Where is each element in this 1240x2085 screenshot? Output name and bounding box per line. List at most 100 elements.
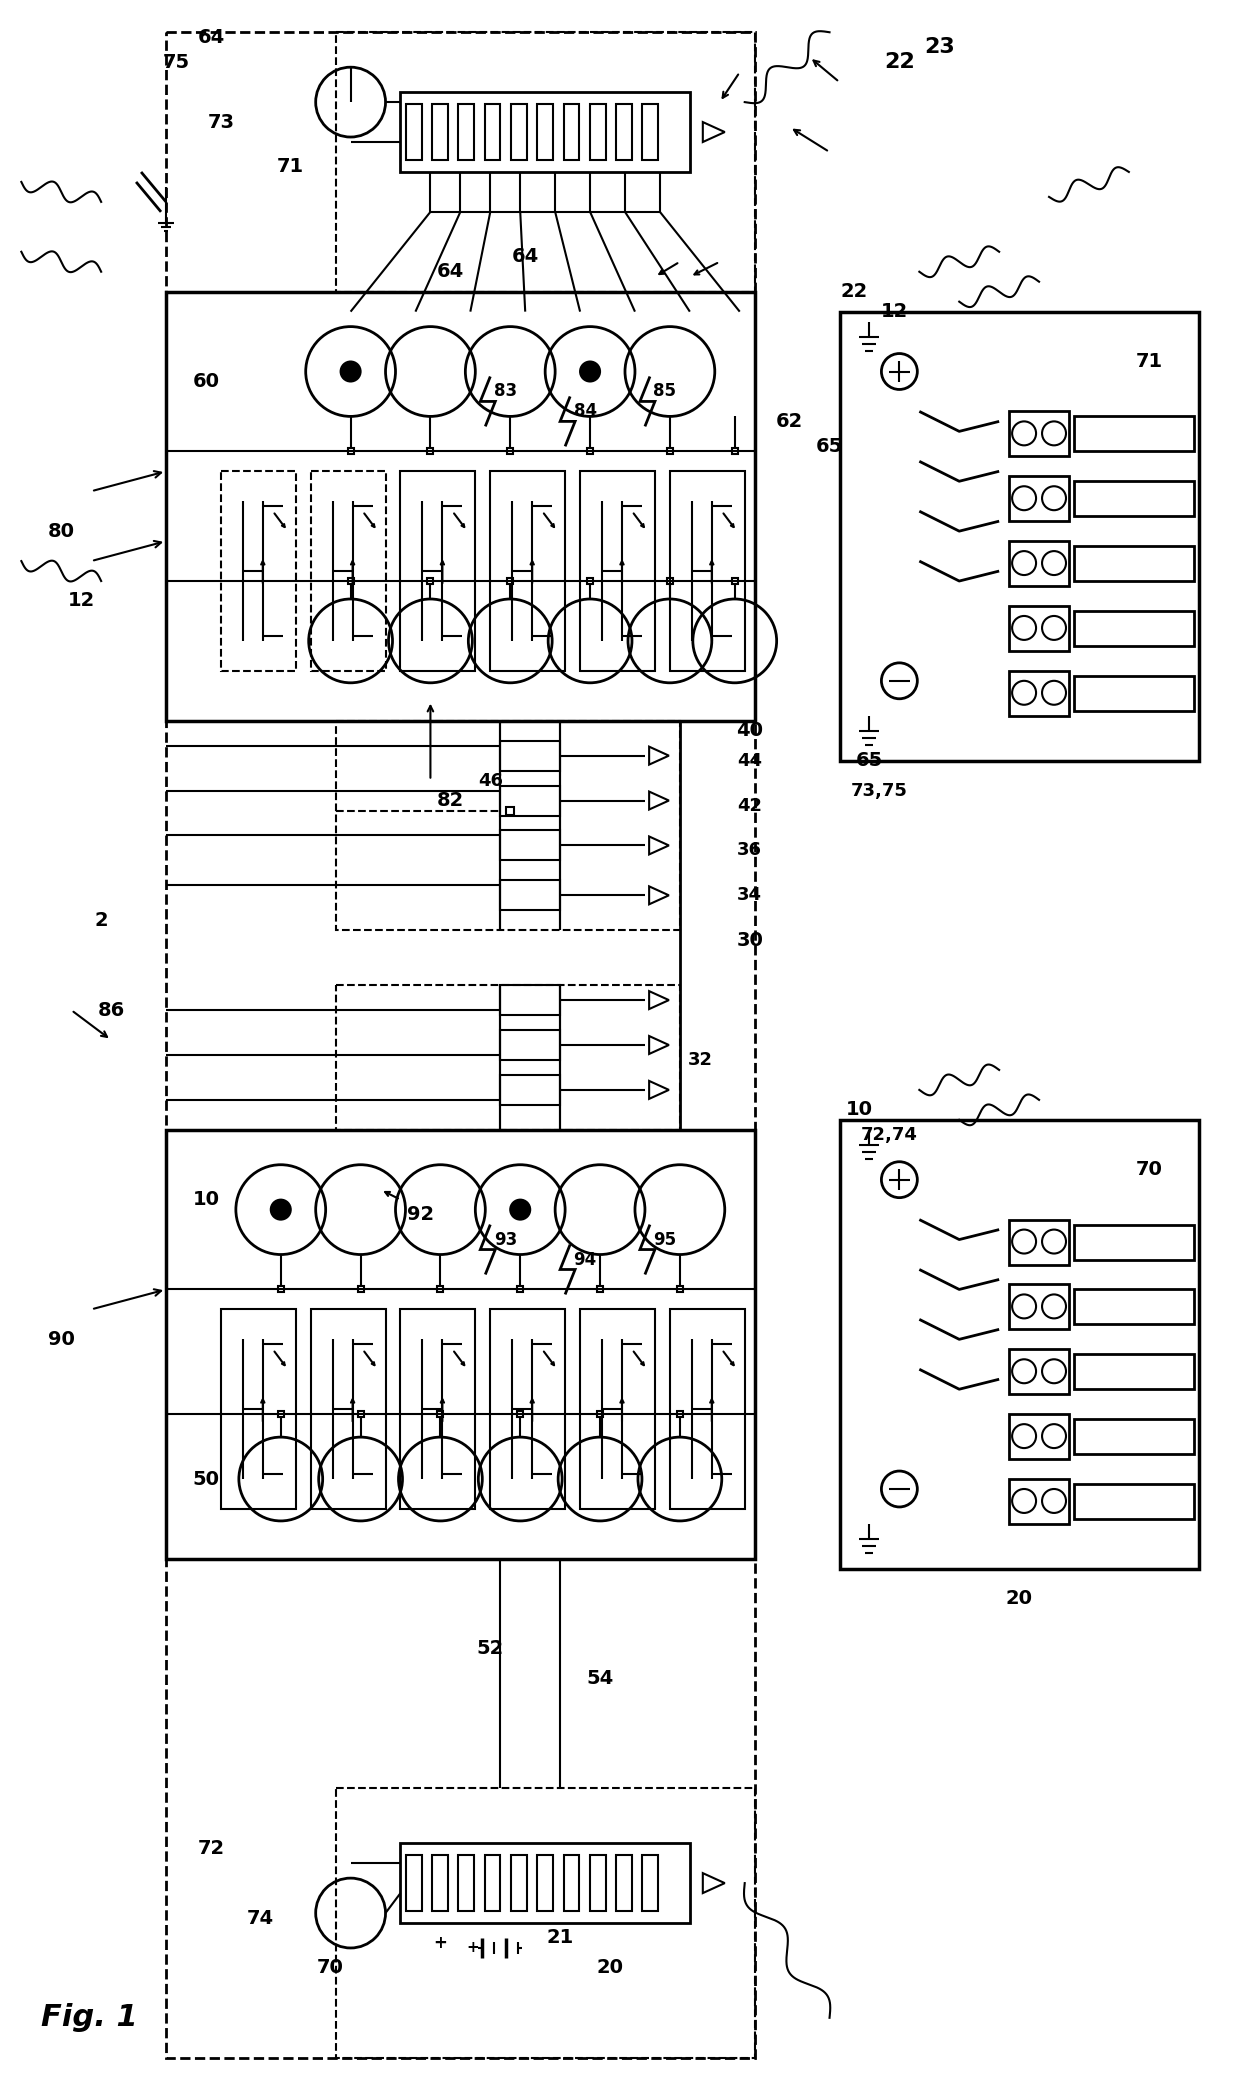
Text: 36: 36	[738, 842, 763, 859]
Bar	[357, 1412, 363, 1418]
Text: 94: 94	[573, 1251, 596, 1268]
Circle shape	[341, 361, 361, 382]
Bar	[507, 578, 513, 584]
Bar	[221, 1309, 295, 1510]
Bar	[166, 292, 755, 721]
Text: 73: 73	[207, 113, 234, 131]
Bar	[278, 1412, 284, 1418]
Bar	[1074, 482, 1194, 517]
Text: 72,74: 72,74	[861, 1126, 918, 1145]
Text: 20: 20	[596, 1958, 624, 1977]
Bar	[336, 984, 680, 1130]
Bar	[347, 448, 353, 455]
Bar	[336, 31, 755, 292]
Text: 75: 75	[162, 52, 190, 71]
Bar	[428, 578, 434, 584]
Bar	[500, 984, 560, 1015]
Bar	[580, 1309, 655, 1510]
Bar	[1009, 411, 1069, 457]
Bar	[507, 448, 513, 455]
Text: 21: 21	[547, 1929, 574, 1947]
Text: 64: 64	[512, 248, 539, 267]
Bar	[166, 1130, 755, 1560]
Text: 40: 40	[737, 721, 763, 740]
Bar	[506, 807, 515, 815]
Text: 44: 44	[738, 751, 763, 769]
Bar	[166, 31, 755, 2058]
Bar	[221, 471, 295, 671]
Bar	[438, 1412, 444, 1418]
Text: 12: 12	[68, 592, 94, 611]
Text: 2: 2	[94, 911, 108, 930]
Bar	[1074, 611, 1194, 646]
Text: Fig. 1: Fig. 1	[41, 2004, 138, 2033]
Bar	[1009, 542, 1069, 586]
Bar	[490, 471, 565, 671]
Text: 86: 86	[98, 1001, 125, 1020]
Bar	[428, 448, 434, 455]
Bar	[432, 1856, 448, 1912]
Bar	[1009, 1478, 1069, 1524]
Text: 10: 10	[192, 1191, 219, 1209]
Text: 30: 30	[737, 930, 763, 951]
Bar	[517, 1286, 523, 1293]
Text: 70: 70	[1136, 1159, 1162, 1180]
Bar	[537, 104, 553, 161]
Text: 46: 46	[477, 771, 502, 790]
Bar	[485, 1856, 501, 1912]
Bar	[1074, 1420, 1194, 1453]
Bar	[670, 471, 745, 671]
Bar	[500, 880, 560, 911]
Bar	[667, 448, 673, 455]
Text: 72: 72	[197, 1839, 224, 1858]
Text: 65: 65	[816, 438, 843, 457]
Bar	[1074, 1355, 1194, 1389]
Bar	[311, 1309, 386, 1510]
Bar	[1074, 1485, 1194, 1520]
Bar	[590, 104, 605, 161]
Bar	[336, 1789, 755, 2058]
Bar	[438, 1286, 444, 1293]
Bar	[1009, 1220, 1069, 1264]
Bar	[401, 471, 475, 671]
Bar	[587, 578, 593, 584]
Bar	[564, 1856, 579, 1912]
Bar	[401, 92, 689, 171]
Text: 71: 71	[1136, 352, 1162, 371]
Text: 62: 62	[776, 413, 804, 432]
Text: 70: 70	[317, 1958, 343, 1977]
Bar	[1074, 417, 1194, 450]
Circle shape	[270, 1199, 290, 1220]
Text: 92: 92	[407, 1205, 434, 1224]
Bar	[459, 104, 474, 161]
Text: 93: 93	[494, 1230, 517, 1249]
Bar	[511, 1856, 527, 1912]
Bar	[839, 311, 1199, 761]
Bar	[500, 786, 560, 815]
Bar	[1074, 676, 1194, 711]
Text: 23: 23	[924, 38, 955, 56]
Bar	[1009, 607, 1069, 651]
Bar	[500, 1030, 560, 1059]
Circle shape	[580, 361, 600, 382]
Text: 71: 71	[278, 158, 304, 177]
Text: 22: 22	[884, 52, 915, 73]
Bar	[1009, 1284, 1069, 1330]
Bar	[590, 1856, 605, 1912]
Circle shape	[510, 1199, 531, 1220]
Text: 10: 10	[846, 1101, 873, 1120]
Bar	[839, 1120, 1199, 1568]
Text: 84: 84	[574, 402, 596, 421]
Bar	[405, 1856, 422, 1912]
Bar	[667, 578, 673, 584]
Bar	[670, 1309, 745, 1510]
Bar	[1009, 1349, 1069, 1395]
Bar	[616, 1856, 632, 1912]
Text: 32: 32	[687, 1051, 712, 1070]
Bar	[1009, 475, 1069, 521]
Text: 74: 74	[247, 1908, 274, 1927]
Text: +: +	[434, 1935, 448, 1952]
Text: 95: 95	[653, 1230, 677, 1249]
Text: 52: 52	[476, 1639, 503, 1658]
Bar	[347, 578, 353, 584]
